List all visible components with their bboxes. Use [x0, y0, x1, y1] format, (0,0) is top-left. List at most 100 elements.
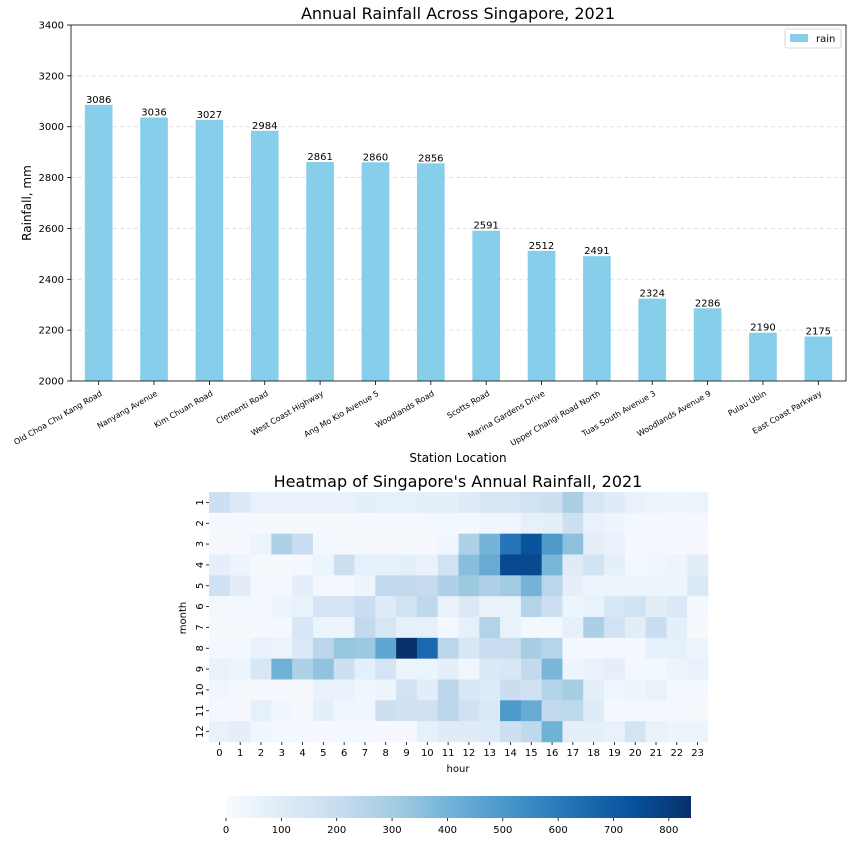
heatmap-cell: [479, 637, 501, 659]
heatmap-y-tick-label: 2: [195, 520, 206, 526]
heatmap-cell: [645, 533, 667, 555]
heatmap-cell: [416, 658, 439, 680]
heatmap-cell: [229, 533, 251, 555]
heatmap-cell: [229, 492, 251, 514]
colorbar-tick-label: 200: [327, 825, 346, 836]
heatmap-cell: [500, 492, 522, 514]
heatmap-cell: [520, 721, 542, 743]
heatmap-y-tick-label: 1: [195, 499, 206, 505]
heatmap-cell: [354, 637, 376, 659]
bar-data-label: 2860: [363, 152, 388, 163]
heatmap-cell: [333, 679, 355, 701]
heatmap-cell: [583, 637, 605, 659]
heatmap-cell: [229, 658, 251, 680]
heatmap-y-tick-label: 8: [195, 645, 206, 651]
heatmap-cell: [437, 700, 459, 722]
heatmap-cell: [645, 596, 667, 618]
heatmap-cell: [666, 679, 688, 701]
bar-x-tick-label: Pulau Ubin: [726, 389, 767, 418]
bar-x-tick-label: Upper Changi Road North: [509, 389, 602, 448]
heatmap-x-tick-label: 12: [463, 748, 476, 759]
heatmap-cell: [292, 658, 314, 680]
bar-y-tick-label: 2000: [39, 377, 64, 388]
heatmap-cell: [437, 554, 459, 576]
heatmap-cell: [479, 658, 501, 680]
heatmap-cell: [583, 492, 605, 514]
heatmap-cell: [624, 575, 646, 597]
heatmap-cell: [416, 596, 439, 618]
heatmap-cell: [354, 721, 376, 743]
heatmap-cell: [250, 554, 272, 576]
bar-x-tick-label: Nanyang Avenue: [96, 389, 159, 431]
heatmap-cell: [645, 617, 667, 639]
bar-y-tick-label: 3400: [39, 21, 64, 32]
heatmap-x-tick-label: 19: [608, 748, 621, 759]
heatmap-x-tick-label: 23: [691, 748, 704, 759]
heatmap-cell: [396, 492, 418, 514]
heatmap-x-tick-label: 18: [587, 748, 600, 759]
heatmap-cell: [666, 617, 688, 639]
bar-chart: Annual Rainfall Across Singapore, 2021 3…: [12, 4, 847, 465]
heatmap-x-tick-label: 21: [650, 748, 663, 759]
heatmap-cell: [250, 596, 272, 618]
heatmap-cell: [541, 637, 563, 659]
heatmap-cell: [375, 575, 397, 597]
heatmap-x-tick-label: 20: [629, 748, 642, 759]
heatmap-cell: [645, 658, 667, 680]
heatmap-cell: [209, 700, 231, 722]
heatmap-cell: [562, 533, 584, 555]
heatmap-cell: [416, 492, 439, 514]
heatmap-x-tick-label: 5: [320, 748, 326, 759]
heatmap-cell: [687, 533, 709, 555]
heatmap-cell: [562, 617, 584, 639]
heatmap-cell: [583, 512, 605, 534]
heatmap-cell: [375, 637, 397, 659]
heatmap-cell: [458, 575, 480, 597]
heatmap-x-tick-label: 7: [362, 748, 368, 759]
bar: [195, 119, 224, 381]
heatmap-cell: [500, 596, 522, 618]
heatmap-x-tick-label: 0: [216, 748, 222, 759]
heatmap-cell: [312, 679, 335, 701]
heatmap-cell: [209, 575, 231, 597]
heatmap-y-tick-label: 5: [195, 583, 206, 589]
heatmap-x-tick-label: 14: [504, 748, 517, 759]
bar-data-label: 3027: [197, 110, 222, 121]
heatmap-cell: [271, 512, 293, 534]
heatmap-cell: [250, 533, 272, 555]
heatmap-cell: [500, 721, 522, 743]
heatmap-y-tick-label: 7: [195, 624, 206, 630]
heatmap-cell: [416, 575, 439, 597]
heatmap-cell: [250, 700, 272, 722]
heatmap-cell: [333, 721, 355, 743]
heatmap-y-tick-label: 3: [195, 541, 206, 547]
heatmap-cell: [375, 512, 397, 534]
heatmap-y-tick-label: 10: [195, 684, 206, 697]
heatmap-cell: [645, 721, 667, 743]
heatmap-cell: [333, 512, 355, 534]
heatmap-cell: [541, 721, 563, 743]
heatmap-cell: [604, 575, 626, 597]
colorbar-tick-label: 400: [438, 825, 457, 836]
heatmap-cell: [312, 533, 335, 555]
heatmap-cell: [375, 679, 397, 701]
bar-y-tick-label: 3200: [39, 71, 64, 82]
heatmap-y-tick-label: 11: [195, 704, 206, 717]
heatmap-cell: [687, 596, 709, 618]
heatmap-cell: [229, 721, 251, 743]
heatmap-cell: [666, 533, 688, 555]
heatmap-cell: [437, 617, 459, 639]
bar-series-rain: [84, 104, 833, 382]
heatmap-x-tick-label: 15: [525, 748, 538, 759]
heatmap-cell: [271, 679, 293, 701]
heatmap-cell: [333, 492, 355, 514]
heatmap-cell: [209, 658, 231, 680]
heatmap-cell: [520, 554, 542, 576]
heatmap-cell: [416, 533, 439, 555]
heatmap-cell: [520, 596, 542, 618]
bar: [583, 256, 611, 381]
heatmap-cell: [541, 533, 563, 555]
bar: [527, 250, 556, 381]
heatmap-cell: [437, 637, 459, 659]
